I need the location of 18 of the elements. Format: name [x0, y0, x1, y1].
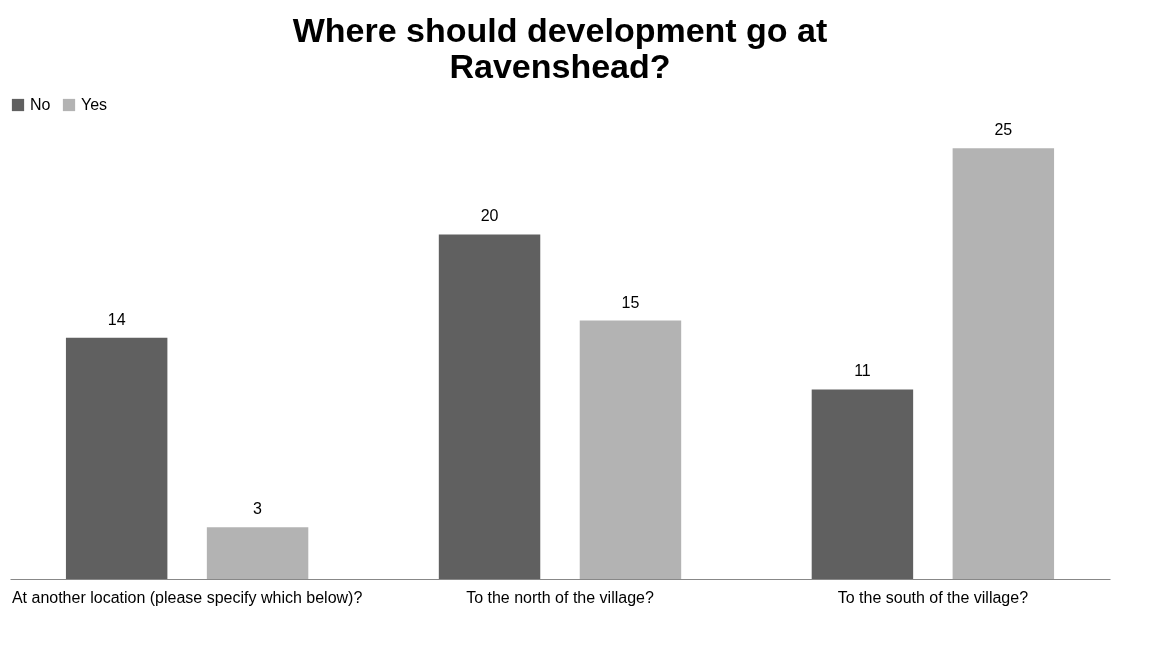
x-tick-label: To the south of the village? [837, 588, 1029, 606]
bar [579, 320, 682, 579]
bar [952, 148, 1055, 579]
x-tick-label: To the north of the village? [466, 588, 654, 606]
bar [438, 234, 541, 579]
bar [811, 389, 914, 579]
data-label: 14 [107, 310, 126, 328]
data-label: 3 [253, 500, 263, 518]
legend-label: Yes [81, 96, 108, 113]
data-label: 11 [854, 362, 871, 380]
legend-label: No [30, 96, 51, 113]
bar [206, 527, 309, 579]
x-tick-label: At another location (please specify which below)? [11, 588, 363, 606]
data-label: 20 [480, 207, 499, 225]
data-label: 25 [994, 121, 1013, 139]
chart-title: Where should development go at Ravenshead? [292, 11, 828, 85]
data-label: 15 [621, 293, 640, 311]
bar [65, 337, 168, 579]
